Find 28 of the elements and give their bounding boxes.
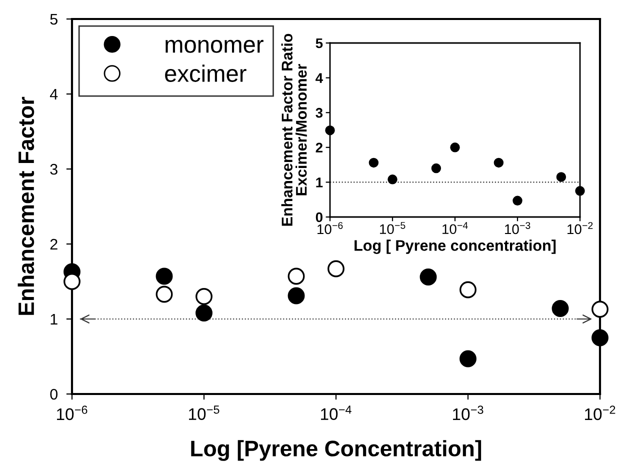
x-tick-label: 10$^{−6}$ — [318, 222, 343, 234]
y-tick-label: 4 — [316, 73, 323, 83]
y-axis-title: Enhancement Factor Ratio Excimer/Monomer — [281, 34, 307, 226]
x-axis-title: Log [Pyrene Concentration] — [191, 440, 482, 461]
y-tick-label: 0 — [316, 212, 322, 222]
y-tick-label: 1 — [50, 314, 58, 325]
y-tick-label: 0 — [50, 388, 58, 400]
x-tick-label: 10$^{−3}$ — [505, 222, 530, 234]
x-tick-label: 10$^{−5}$ — [380, 222, 406, 234]
x-tick-label: 10$^{−2}$ — [585, 406, 616, 420]
y-tick-label: 5 — [50, 14, 58, 25]
x-tick-label: 10$^{−4}$ — [321, 406, 352, 420]
x-tick-label: 10$^{−6}$ — [57, 406, 88, 420]
x-axis-title: Log [ Pyrene concentration] — [354, 240, 556, 254]
x-tick-label: 10$^{−4}$ — [442, 222, 468, 234]
y-tick-label: 5 — [316, 38, 323, 48]
y-tick-label: 3 — [50, 164, 58, 175]
x-tick-label: 10$^{−2}$ — [568, 222, 593, 234]
y-tick-label: 2 — [50, 238, 58, 250]
legend-label: monomer — [166, 40, 264, 53]
y-axis-title: Enhancement Factor — [18, 96, 34, 315]
y-tick-label: 1 — [316, 178, 323, 188]
y-tick-label: 3 — [316, 108, 323, 118]
y-tick-label: 4 — [50, 89, 58, 100]
legend-label: excimer — [165, 64, 246, 82]
x-tick-label: 10$^{−5}$ — [189, 406, 220, 420]
y-tick-label: 2 — [316, 142, 322, 152]
x-tick-label: 10$^{−3}$ — [453, 406, 484, 420]
